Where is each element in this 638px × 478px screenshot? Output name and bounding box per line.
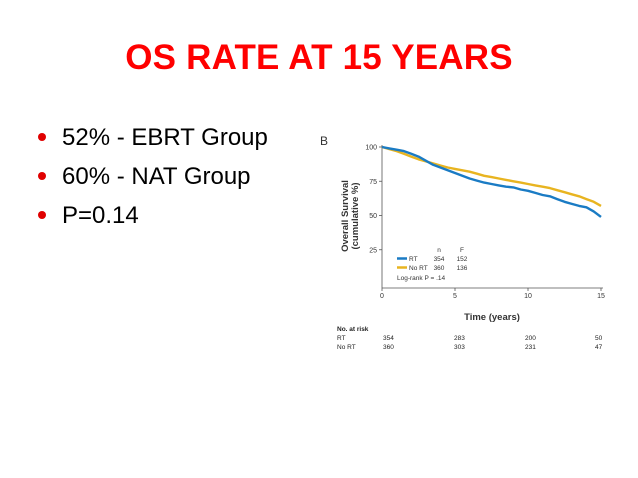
legend-n-rt: 354 xyxy=(434,256,445,263)
series-lines xyxy=(381,145,602,218)
x-tick-label: 5 xyxy=(453,293,457,300)
series-line-no-rt xyxy=(381,145,602,207)
x-tick-label: 15 xyxy=(597,293,605,300)
legend-label-rt: RT xyxy=(409,256,418,263)
bullet-ebrt: 52% - EBRT Group xyxy=(38,124,268,163)
x-axis-label: Time (years) xyxy=(464,312,520,323)
risk-value: 231 xyxy=(525,344,536,351)
risk-value: 360 xyxy=(383,344,394,351)
risk-table: No. at risk RT 354 283 200 50 No RT 360 … xyxy=(337,326,627,353)
risk-header-row: No. at risk xyxy=(337,326,627,335)
ticks: 25 50 75 100 0 5 10 15 xyxy=(365,145,605,301)
bullet-text: 60% - NAT Group xyxy=(62,163,251,190)
slide-title: OS RATE AT 15 YEARS xyxy=(125,38,513,77)
y-tick-label: 50 xyxy=(369,213,377,220)
y-axis-label-line2: (cumulative %) xyxy=(350,182,361,249)
risk-value: 303 xyxy=(454,344,465,351)
legend-label-nort: No RT xyxy=(409,265,428,272)
legend-logrank: Log-rank P = .14 xyxy=(397,275,446,282)
y-tick-label: 75 xyxy=(369,179,377,186)
risk-row-rt: RT 354 283 200 50 xyxy=(337,335,627,344)
x-tick-label: 0 xyxy=(380,293,384,300)
bullet-dot-icon xyxy=(38,133,46,141)
x-tick-label: 10 xyxy=(524,293,532,300)
bullet-pvalue: P=0.14 xyxy=(38,202,268,241)
risk-value: 50 xyxy=(595,335,603,342)
bullet-dot-icon xyxy=(38,172,46,180)
risk-value: 200 xyxy=(525,335,536,342)
series-line-rt xyxy=(381,145,602,218)
panel-label: B xyxy=(320,134,328,148)
bullet-nat: 60% - NAT Group xyxy=(38,163,268,202)
legend-f-rt: 152 xyxy=(457,256,468,263)
y-tick-label: 100 xyxy=(365,145,377,152)
legend-n-header: n xyxy=(437,247,441,254)
risk-value: 47 xyxy=(595,344,603,351)
bullet-text: 52% - EBRT Group xyxy=(62,124,268,151)
risk-value: 283 xyxy=(454,335,465,342)
risk-value: 354 xyxy=(383,335,394,342)
bullet-text: P=0.14 xyxy=(62,202,139,229)
bullet-dot-icon xyxy=(38,211,46,219)
risk-label: RT xyxy=(337,335,346,342)
legend-f-nort: 136 xyxy=(457,265,468,272)
risk-row-nort: No RT 360 303 231 47 xyxy=(337,344,627,353)
legend-n-nort: 360 xyxy=(434,265,445,272)
bullet-list: 52% - EBRT Group 60% - NAT Group P=0.14 xyxy=(38,124,268,241)
km-chart: B Overall Survival (cumulative %) 255075… xyxy=(320,134,605,323)
y-axis-label-line1: Overall Survival xyxy=(340,180,351,252)
legend-f-header: F xyxy=(460,247,464,254)
risk-label: No RT xyxy=(337,344,356,351)
risk-header: No. at risk xyxy=(337,326,369,333)
axes xyxy=(381,145,603,289)
legend: n F RT 354 152 No RT 360 136 Log-rank P … xyxy=(397,247,468,282)
y-tick-label: 25 xyxy=(369,247,377,254)
